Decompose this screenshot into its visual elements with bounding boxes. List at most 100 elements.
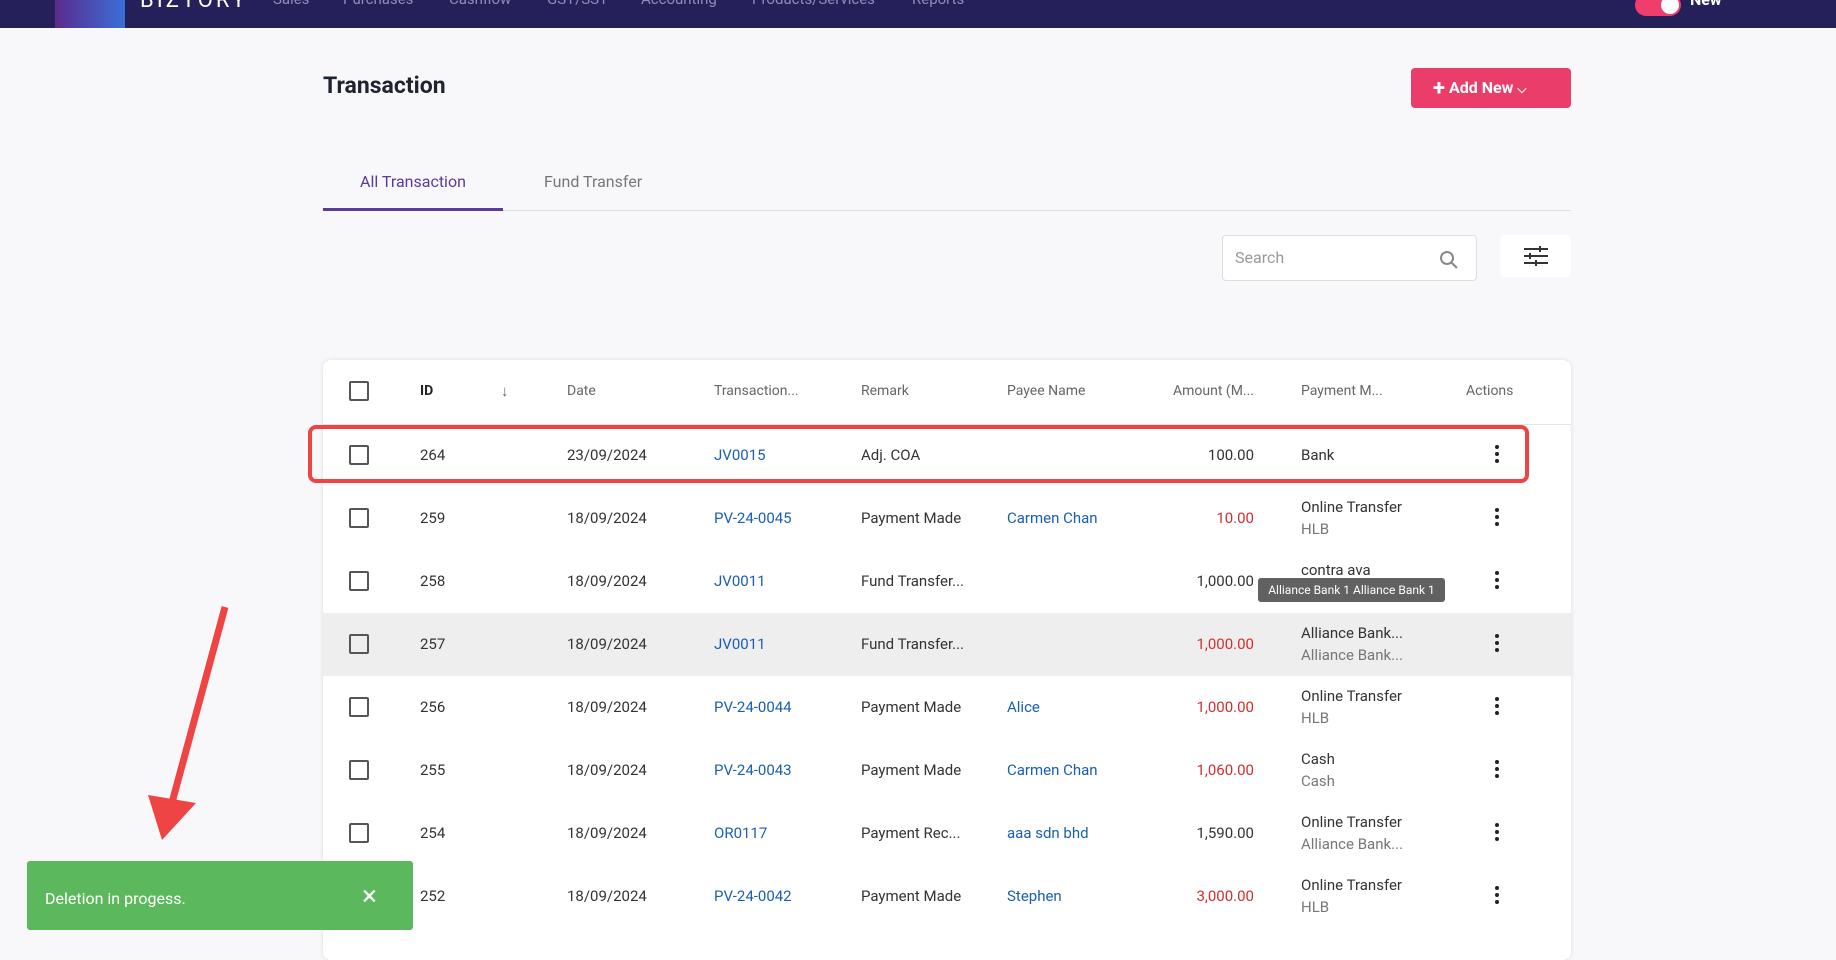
cell-amount: 3,000.00 — [1196, 887, 1255, 905]
checkbox[interactable] — [349, 508, 369, 528]
highlight-box — [308, 425, 1529, 483]
column-header[interactable]: Payment M... — [1301, 383, 1383, 399]
checkbox[interactable] — [349, 697, 369, 717]
column-header[interactable]: ID — [420, 383, 434, 399]
cell-id: 264 — [420, 446, 446, 464]
filter-icon — [1524, 246, 1548, 266]
cell-date: 18/09/2024 — [567, 887, 647, 905]
header-divider — [323, 424, 1571, 425]
actions-menu[interactable] — [1495, 760, 1499, 781]
cell-payee[interactable]: Carmen Chan — [1007, 509, 1098, 527]
checkbox[interactable] — [349, 634, 369, 654]
add-new-button[interactable]: + Add New ⌵ — [1411, 68, 1571, 108]
cell-transaction[interactable]: PV-24-0045 — [714, 509, 792, 527]
toast-message: Deletion in progess. — [45, 889, 186, 908]
cell-payment: Online Transfer — [1301, 813, 1403, 831]
cell-amount: 10.00 — [1216, 509, 1254, 527]
nav-item[interactable]: Cashflow — [449, 0, 511, 8]
checkbox[interactable] — [349, 760, 369, 780]
search-placeholder: Search — [1235, 248, 1285, 267]
actions-menu[interactable] — [1495, 508, 1499, 529]
cell-id: 258 — [420, 572, 446, 590]
cell-remark: Payment Made — [861, 887, 962, 905]
actions-menu[interactable] — [1495, 634, 1499, 655]
checkbox[interactable] — [349, 571, 369, 591]
column-header[interactable]: Actions — [1466, 383, 1514, 399]
column-header[interactable]: Payee Name — [1007, 383, 1086, 399]
cell-amount: 1,000.00 — [1196, 572, 1255, 590]
cell-transaction[interactable]: PV-24-0043 — [714, 761, 792, 779]
cell-id: 259 — [420, 509, 446, 527]
actions-menu[interactable] — [1495, 823, 1499, 844]
column-header[interactable]: Transaction... — [714, 383, 799, 399]
cell-payment-sub: Cash — [1301, 772, 1335, 790]
page-title: Transaction — [323, 72, 446, 99]
checkbox[interactable] — [349, 445, 369, 465]
cell-transaction[interactable]: PV-24-0044 — [714, 698, 792, 716]
cell-payee[interactable]: Stephen — [1007, 887, 1062, 905]
cell-payment: Online Transfer — [1301, 876, 1403, 894]
toast-close[interactable]: × — [362, 879, 377, 912]
cell-payment-sub: HLB — [1301, 709, 1330, 727]
nav-item[interactable]: Accounting — [641, 0, 717, 8]
brand: BIZTORY — [140, 0, 249, 13]
cell-payment-sub: HLB — [1301, 898, 1330, 916]
cell-amount: 1,000.00 — [1196, 698, 1255, 716]
actions-menu[interactable] — [1495, 445, 1499, 466]
cell-payment: Alliance Bank... — [1301, 624, 1403, 642]
cell-transaction[interactable]: OR0117 — [714, 824, 768, 842]
cell-date: 18/09/2024 — [567, 698, 647, 716]
cell-transaction[interactable]: JV0015 — [714, 446, 766, 464]
cell-date: 18/09/2024 — [567, 824, 647, 842]
cell-remark: Payment Made — [861, 761, 962, 779]
checkbox[interactable] — [349, 381, 369, 401]
search-icon — [1440, 251, 1458, 269]
cell-payee[interactable]: aaa sdn bhd — [1007, 824, 1089, 842]
actions-menu[interactable] — [1495, 697, 1499, 718]
cell-date: 18/09/2024 — [567, 572, 647, 590]
tab[interactable]: Fund Transfer — [544, 172, 643, 191]
column-header[interactable]: Remark — [861, 383, 909, 399]
nav-item[interactable]: GST/SST — [547, 0, 608, 8]
cell-payee[interactable]: Carmen Chan — [1007, 761, 1098, 779]
tooltip: Alliance Bank 1 Alliance Bank 1 — [1258, 578, 1445, 602]
add-new-label: Add New — [1448, 78, 1514, 97]
nav-item[interactable]: Sales — [273, 0, 309, 8]
nav-item[interactable]: Reports — [912, 0, 964, 8]
table-card: ID Date Transaction... Remark Payee Name Amou… — [323, 360, 1571, 960]
cell-remark: Payment Made — [861, 509, 962, 527]
cell-payment: Online Transfer — [1301, 687, 1403, 705]
cell-remark: Payment Rec... — [861, 824, 961, 842]
cell-payment-sub: Alliance Bank... — [1301, 835, 1403, 853]
cell-id: 257 — [420, 635, 446, 653]
nav-item[interactable]: Products/Services — [752, 0, 875, 8]
toggle[interactable] — [1635, 0, 1681, 16]
cell-payee[interactable]: Alice — [1007, 698, 1040, 716]
actions-menu[interactable] — [1495, 886, 1499, 907]
checkbox[interactable] — [349, 823, 369, 843]
sort-icon[interactable]: ↓ — [501, 382, 509, 400]
cell-payment-sub: Alliance Bank... — [1301, 646, 1403, 664]
tab[interactable]: All Transaction — [360, 172, 466, 191]
cell-amount: 100.00 — [1207, 446, 1254, 464]
column-header[interactable]: Date — [567, 383, 596, 399]
search-box[interactable]: Search — [1222, 235, 1477, 281]
cell-payment: Bank — [1301, 446, 1335, 464]
column-header[interactable]: Amount (M... — [1173, 383, 1254, 399]
cell-transaction[interactable]: JV0011 — [714, 572, 766, 590]
cell-payment: Cash — [1301, 750, 1335, 768]
row-hover — [323, 613, 1571, 676]
actions-menu[interactable] — [1495, 571, 1499, 592]
cell-transaction[interactable]: JV0011 — [714, 635, 766, 653]
cell-amount: 1,000.00 — [1196, 635, 1255, 653]
cell-amount: 1,060.00 — [1196, 761, 1255, 779]
cell-date: 18/09/2024 — [567, 761, 647, 779]
cell-payment: contra ava — [1301, 561, 1371, 579]
page: BIZTORY New Sales Purchases Cashflow GST/SS… — [0, 0, 1836, 930]
nav-item[interactable]: Purchases — [343, 0, 413, 8]
cell-id: 256 — [420, 698, 446, 716]
cell-transaction[interactable]: PV-24-0042 — [714, 887, 792, 905]
filter-button[interactable] — [1500, 235, 1571, 277]
cell-remark: Fund Transfer... — [861, 635, 964, 653]
cell-id: 252 — [420, 887, 446, 905]
